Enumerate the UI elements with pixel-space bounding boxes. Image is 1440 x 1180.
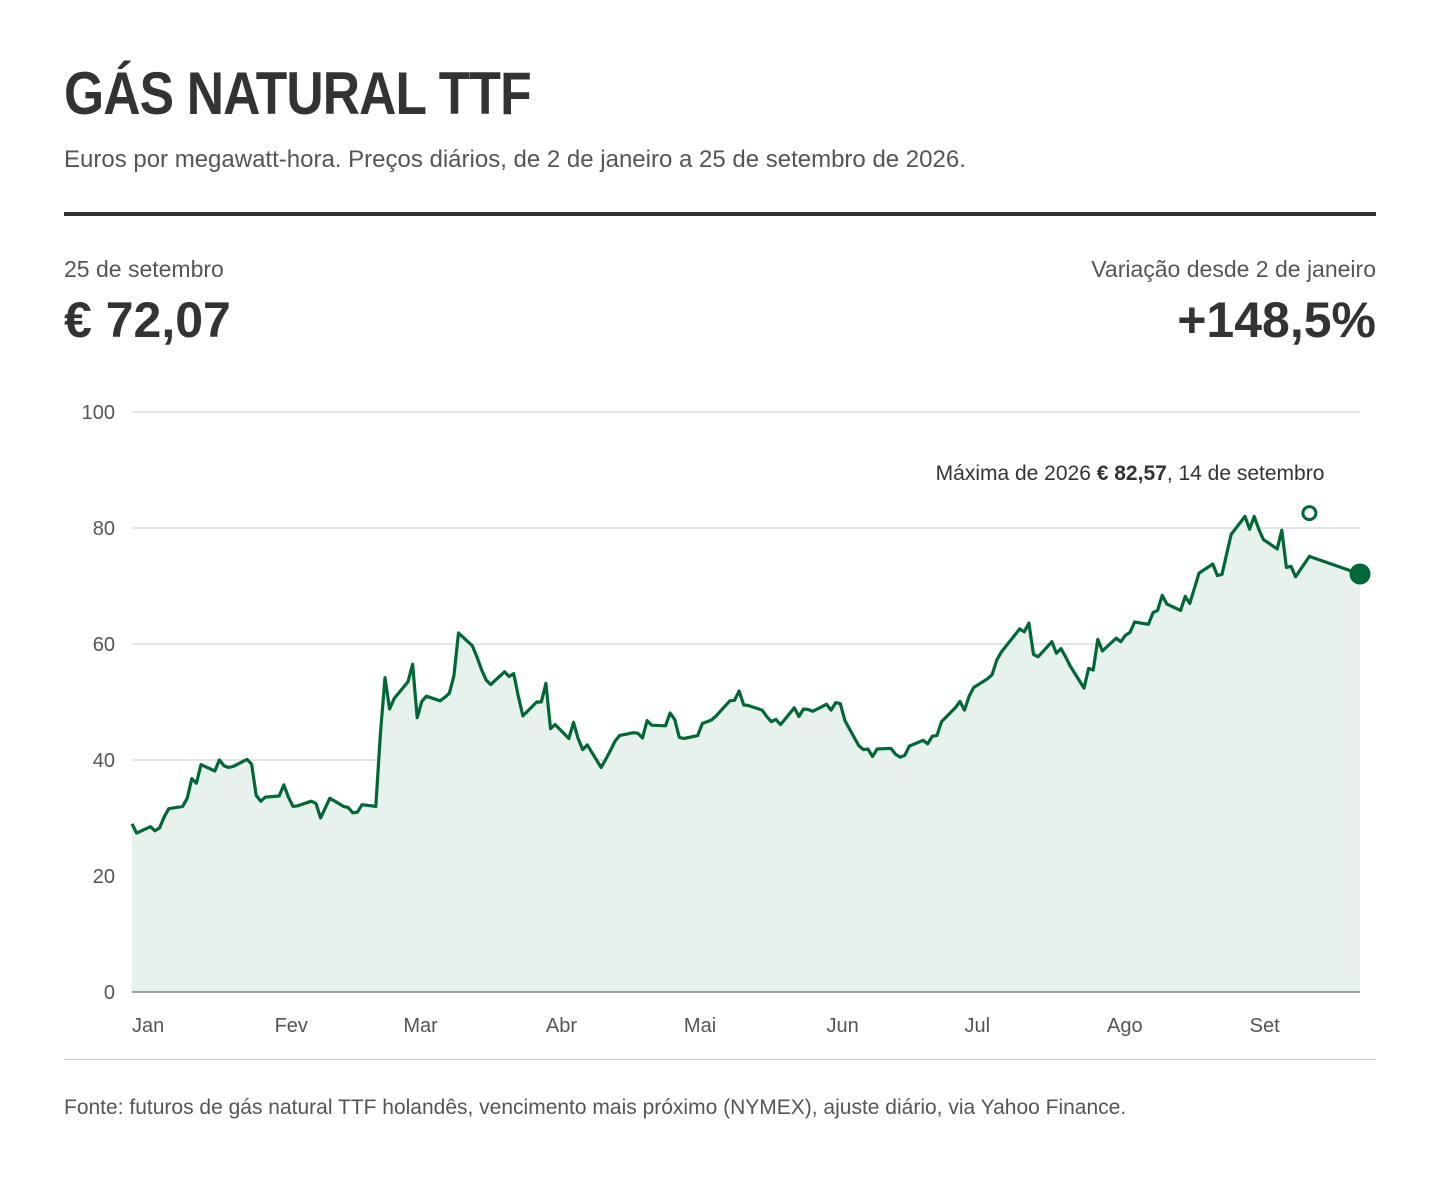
- last-point-marker: [1349, 563, 1371, 585]
- y-tick-label: 60: [93, 634, 115, 656]
- x-tick-label: Abr: [546, 1015, 577, 1037]
- x-tick-label: Fev: [275, 1015, 308, 1037]
- y-tick-label: 40: [93, 750, 115, 772]
- x-tick-label: Ago: [1107, 1015, 1143, 1037]
- source-note: Fonte: futuros de gás natural TTF holand…: [64, 1096, 1127, 1119]
- x-tick-label: Set: [1250, 1015, 1280, 1037]
- header-divider: [64, 212, 1376, 216]
- x-tick-label: Jul: [964, 1015, 990, 1037]
- x-tick-label: Mar: [403, 1015, 438, 1037]
- chart-subtitle: Euros por megawatt-hora. Preços diários,…: [64, 146, 966, 173]
- y-tick-label: 20: [93, 866, 115, 888]
- max-point-marker: [1301, 505, 1318, 522]
- price-area: [132, 516, 1360, 992]
- change-value: +148,5%: [1177, 292, 1376, 348]
- price-line: [130, 514, 1361, 835]
- y-axis: 0 20 40 60 80 100: [82, 402, 115, 1004]
- x-tick-label: Jan: [132, 1015, 164, 1037]
- change-label: Variação desde 2 de janeiro: [1091, 256, 1376, 282]
- x-axis: Jan Fev Mar Abr Mai Jun Jul Ago Set: [132, 1015, 1280, 1037]
- price-chart: 0 20 40 60 80 100 Jan Fev Mar Abr Mai Jun Jul Ago Set…: [82, 402, 1371, 1037]
- max-annotation-value: € 82,57: [1097, 462, 1167, 485]
- y-tick-label: 80: [93, 518, 115, 540]
- x-tick-label: Mai: [684, 1015, 716, 1037]
- footer-divider: [64, 1059, 1376, 1060]
- max-annotation-prefix: Máxima de 2026: [936, 462, 1097, 485]
- last-price-value: € 72,07: [64, 292, 231, 348]
- y-tick-label: 100: [82, 402, 115, 424]
- last-date-label: 25 de setembro: [64, 256, 224, 282]
- max-annotation-suffix: , 14 de setembro: [1167, 462, 1325, 485]
- chart-title: GÁS NATURAL TTF: [64, 60, 532, 127]
- max-annotation: Máxima de 2026 € 82,57, 14 de setembro: [936, 462, 1325, 485]
- x-tick-label: Jun: [826, 1015, 858, 1037]
- y-tick-label: 0: [104, 982, 115, 1004]
